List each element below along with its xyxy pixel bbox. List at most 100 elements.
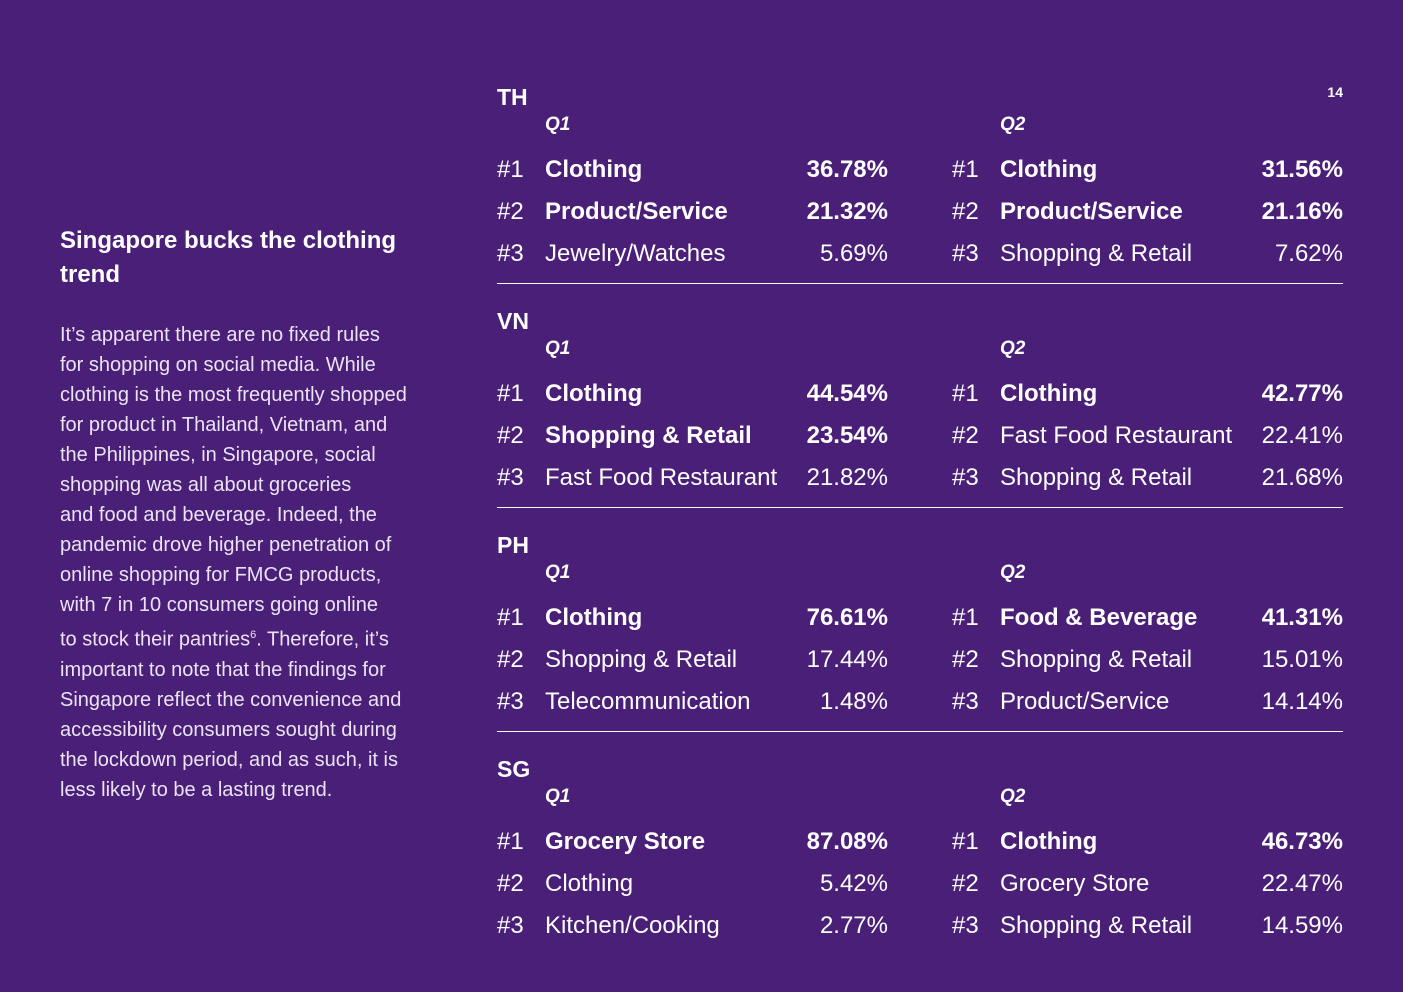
body-text: online shopping for FMCG products, xyxy=(60,564,382,586)
category: Shopping & Retail xyxy=(1000,464,1193,491)
body-text: . Therefore, it’s xyxy=(256,628,389,651)
category: Fast Food Restaurant xyxy=(1000,422,1233,449)
rank: #3 xyxy=(497,688,524,715)
share: 21.68% xyxy=(1261,464,1343,491)
body-line: the lockdown period, and as such, it is xyxy=(60,745,407,775)
share: 42.77% xyxy=(1261,380,1343,407)
body-line: to stock their pantries6. Therefore, it’… xyxy=(60,620,407,655)
body-line: pandemic drove higher penetration of xyxy=(60,530,407,560)
rank: #3 xyxy=(952,464,979,491)
body-text: Singapore reflect the convenience and xyxy=(60,688,402,711)
quarter-label: Q2 xyxy=(1000,338,1026,359)
share: 15.01% xyxy=(1261,646,1343,673)
category: Product/Service xyxy=(545,198,728,225)
body-text: accessibility consumers sought during xyxy=(60,718,397,741)
separator xyxy=(497,507,1343,508)
share: 5.69% xyxy=(819,240,888,267)
rank: #3 xyxy=(497,464,524,491)
category: Shopping & Retail xyxy=(1000,646,1193,673)
share: 2.77% xyxy=(819,912,888,939)
rank: #1 xyxy=(952,156,979,183)
rank: #2 xyxy=(497,422,524,449)
body-line: for shopping on social media. While xyxy=(60,350,407,380)
quarter-label: Q2 xyxy=(1000,562,1026,583)
category: Product/Service xyxy=(1000,688,1170,715)
rank: #1 xyxy=(952,380,979,407)
share: 21.16% xyxy=(1261,198,1343,225)
share: 21.32% xyxy=(806,198,888,225)
category: Shopping & Retail xyxy=(1000,240,1193,267)
body-text: with 7 in 10 consumers going online xyxy=(60,594,378,616)
sidebar-body: It’s apparent there are no fixed rules fo… xyxy=(60,320,407,805)
share: 31.56% xyxy=(1261,156,1343,183)
country-code: VN xyxy=(497,308,529,334)
body-line: less likely to be a lasting trend. xyxy=(60,775,407,805)
body-text: to stock their pantries xyxy=(60,628,251,651)
rank: #1 xyxy=(497,604,524,631)
body-text: and food and beverage. Indeed, the xyxy=(60,504,377,526)
share: 22.47% xyxy=(1261,870,1343,897)
rank: #3 xyxy=(497,912,524,939)
body-line: accessibility consumers sought during xyxy=(60,715,407,745)
category: Fast Food Restaurant xyxy=(545,464,778,491)
separator xyxy=(497,283,1343,284)
quarter-label: Q1 xyxy=(545,786,571,807)
category: Shopping & Retail xyxy=(545,646,738,673)
body-text: shopping was all about groceries xyxy=(60,474,352,496)
body-text: for shopping on social media. While xyxy=(60,354,376,376)
quarter-label: Q1 xyxy=(545,562,571,583)
footnote-ref: 6 xyxy=(250,629,257,641)
category: Grocery Store xyxy=(545,828,706,855)
share: 17.44% xyxy=(806,646,888,673)
category: Clothing xyxy=(1000,380,1098,407)
category: Jewelry/Watches xyxy=(545,240,726,267)
rank: #2 xyxy=(952,646,979,673)
body-text: for product in Thailand, Vietnam, and xyxy=(60,414,388,436)
body-line: clothing is the most frequently shopped xyxy=(60,380,407,410)
rank: #1 xyxy=(497,156,524,183)
body-line: for product in Thailand, Vietnam, and xyxy=(60,410,407,440)
body-line: online shopping for FMCG products, xyxy=(60,560,407,590)
category: Telecommunication xyxy=(545,688,751,715)
share: 87.08% xyxy=(806,828,888,855)
category: Clothing xyxy=(545,380,643,407)
share: 44.54% xyxy=(806,380,888,407)
body-line: shopping was all about groceries xyxy=(60,470,407,500)
rank: #1 xyxy=(952,828,979,855)
category: Product/Service xyxy=(1000,198,1183,225)
share: 22.41% xyxy=(1261,422,1343,449)
country-code: SG xyxy=(497,756,531,782)
body-text: clothing is the most frequently shopped xyxy=(60,384,407,406)
quarter-label: Q1 xyxy=(545,114,571,135)
body-line: It’s apparent there are no fixed rules xyxy=(60,320,407,350)
rank: #1 xyxy=(497,380,524,407)
body-text: the lockdown period, and as such, it is xyxy=(60,748,398,771)
category: Clothing xyxy=(545,604,643,631)
share: 7.62% xyxy=(1274,240,1343,267)
category: Kitchen/Cooking xyxy=(545,912,720,939)
body-line: and food and beverage. Indeed, the xyxy=(60,500,407,530)
rank: #2 xyxy=(497,870,524,897)
category: Food & Beverage xyxy=(1000,604,1198,631)
quarter-label: Q1 xyxy=(545,338,571,359)
category: Clothing xyxy=(545,156,643,183)
share: 41.31% xyxy=(1261,604,1343,631)
page-number: 14 xyxy=(1327,84,1343,100)
country-code: PH xyxy=(497,532,529,558)
share: 14.59% xyxy=(1261,912,1343,939)
rank: #2 xyxy=(952,198,979,225)
body-line: Singapore reflect the convenience and xyxy=(60,685,407,715)
quarter-label: Q2 xyxy=(1000,114,1026,135)
rank: #3 xyxy=(952,912,979,939)
body-text: It’s apparent there are no fixed rules xyxy=(60,324,380,346)
category: Shopping & Retail xyxy=(1000,912,1193,939)
rank: #2 xyxy=(497,198,524,225)
category: Shopping & Retail xyxy=(545,422,752,449)
rank: #3 xyxy=(952,240,979,267)
body-text: important to note that the findings for xyxy=(60,658,386,681)
category: Clothing xyxy=(1000,156,1098,183)
share: 76.61% xyxy=(806,604,888,631)
category: Clothing xyxy=(1000,828,1098,855)
rank: #2 xyxy=(497,646,524,673)
